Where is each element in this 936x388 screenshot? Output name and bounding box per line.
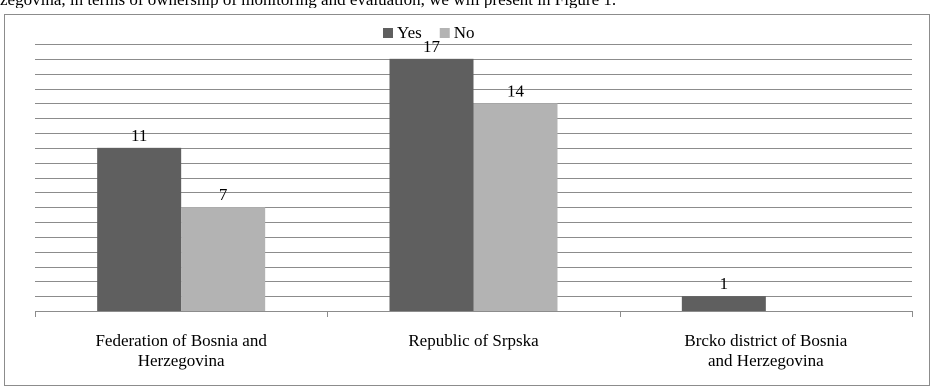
data-label: 7 — [219, 185, 228, 204]
bar-no — [473, 103, 558, 311]
legend-swatch-no — [439, 28, 450, 38]
data-label: 17 — [423, 37, 441, 56]
data-label: 11 — [131, 126, 147, 145]
x-tick-label: Brcko district of Bosnia — [684, 331, 847, 350]
data-label: 1 — [720, 274, 729, 293]
x-tick-label: Herzegovina — [138, 351, 225, 370]
x-tick-label: and Herzegovina — [708, 351, 824, 370]
x-tick-label: Republic of Srpska — [408, 331, 539, 350]
chart-frame — [4, 14, 930, 386]
data-labels: 11 7 17 14 1 — [131, 37, 728, 293]
x-tick-label: Federation of Bosnia and — [95, 331, 267, 350]
bars — [97, 58, 766, 312]
bar-yes — [97, 147, 182, 311]
caption-text: zegovina, in terms of ownership of monit… — [0, 0, 936, 8]
bar-no — [181, 207, 266, 311]
data-label: 14 — [507, 81, 525, 100]
bar-yes — [681, 296, 766, 311]
legend: Yes No — [383, 23, 475, 42]
bar-yes — [389, 58, 474, 312]
legend-label-yes: Yes — [397, 23, 422, 42]
legend-swatch-yes — [383, 28, 393, 38]
legend-label-no: No — [454, 23, 475, 42]
